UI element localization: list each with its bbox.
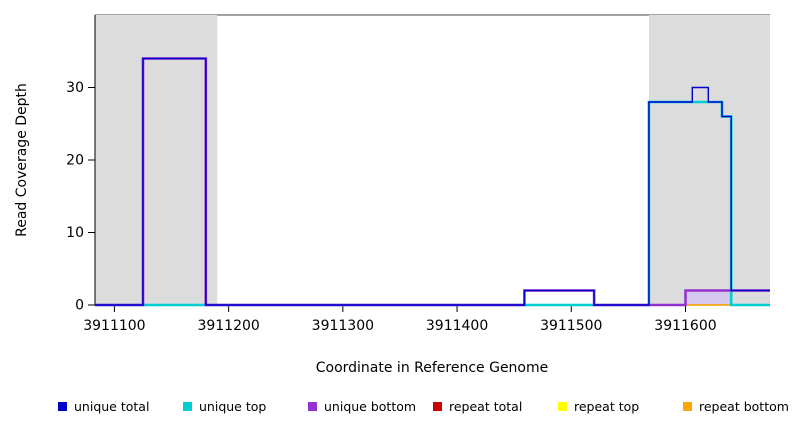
- legend-swatch-unique-bottom: [308, 402, 317, 411]
- legend-swatch-repeat-total: [433, 402, 442, 411]
- coverage-fill-region: [685, 290, 732, 305]
- y-tick-label: 30: [66, 80, 84, 96]
- legend-label-unique-bottom: unique bottom: [324, 399, 416, 414]
- y-tick-label: 10: [66, 225, 84, 241]
- shaded-region: [648, 15, 770, 305]
- x-axis-label: Coordinate in Reference Genome: [316, 360, 549, 376]
- x-tick-label: 3911100: [83, 318, 145, 334]
- legend-label-repeat-bottom: repeat bottom: [699, 399, 789, 414]
- y-tick-label: 0: [75, 298, 84, 314]
- x-tick-label: 3911500: [540, 318, 602, 334]
- legend-swatch-repeat-top: [558, 402, 567, 411]
- legend-swatch-unique-total: [58, 402, 67, 411]
- legend-swatch-repeat-bottom: [683, 402, 692, 411]
- legend-label-repeat-total: repeat total: [449, 399, 522, 414]
- y-tick-label: 20: [66, 153, 84, 169]
- x-tick-label: 3911200: [197, 318, 259, 334]
- y-axis-label: Read Coverage Depth: [14, 83, 30, 237]
- legend-label-unique-total: unique total: [74, 399, 149, 414]
- chart-legend: unique total unique top unique bottom repea…: [58, 399, 789, 414]
- series-unique-total: [95, 57, 770, 306]
- x-tick-label: 3911400: [426, 318, 488, 334]
- legend-label-unique-top: unique top: [199, 399, 266, 414]
- legend-swatch-unique-top: [183, 402, 192, 411]
- plot-area: 0 10 20 30 3911100 3911200 3911300 3911400 39115…: [66, 14, 770, 334]
- x-tick-label: 3911600: [654, 318, 716, 334]
- shaded-region: [95, 15, 218, 305]
- x-tick-label: 3911300: [312, 318, 374, 334]
- legend-label-repeat-top: repeat top: [574, 399, 639, 414]
